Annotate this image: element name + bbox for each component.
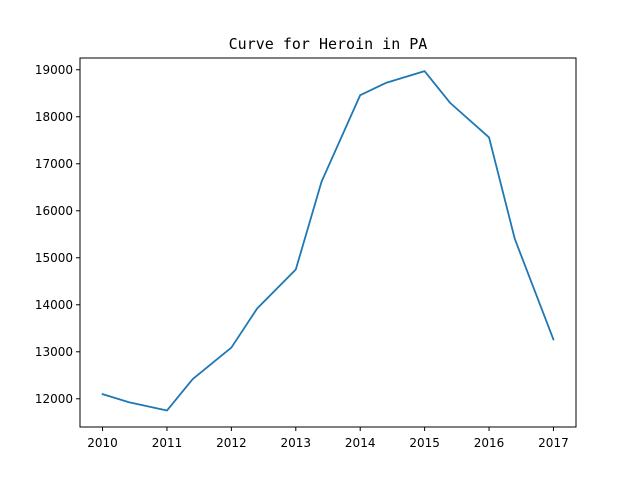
x-tick-label: 2013 <box>281 436 312 450</box>
y-tick-label: 16000 <box>35 204 73 218</box>
series-line <box>101 70 555 412</box>
x-tick-label: 2015 <box>409 436 440 450</box>
x-axis: 2010 2011 2012 2013 2014 2015 2016 2017 <box>87 427 569 450</box>
y-tick-label: 18000 <box>35 110 73 124</box>
x-tick-label: 2014 <box>345 436 376 450</box>
x-tick-label: 2016 <box>474 436 505 450</box>
x-tick-label: 2011 <box>152 436 183 450</box>
chart-title: Curve for Heroin in PA <box>229 35 428 53</box>
series-group <box>101 70 555 412</box>
y-tick-label: 17000 <box>35 157 73 171</box>
plot-area-frame <box>79 57 577 428</box>
y-tick-label: 12000 <box>35 392 73 406</box>
x-tick-label: 2012 <box>216 436 247 450</box>
y-tick-label: 14000 <box>35 298 73 312</box>
y-tick-label: 19000 <box>35 63 73 77</box>
y-axis: 12000 13000 14000 15000 16000 17000 18000 19000 <box>35 63 80 406</box>
y-tick-label: 13000 <box>35 345 73 359</box>
x-tick-label: 2017 <box>538 436 569 450</box>
y-tick-label: 15000 <box>35 251 73 265</box>
x-tick-label: 2010 <box>87 436 118 450</box>
